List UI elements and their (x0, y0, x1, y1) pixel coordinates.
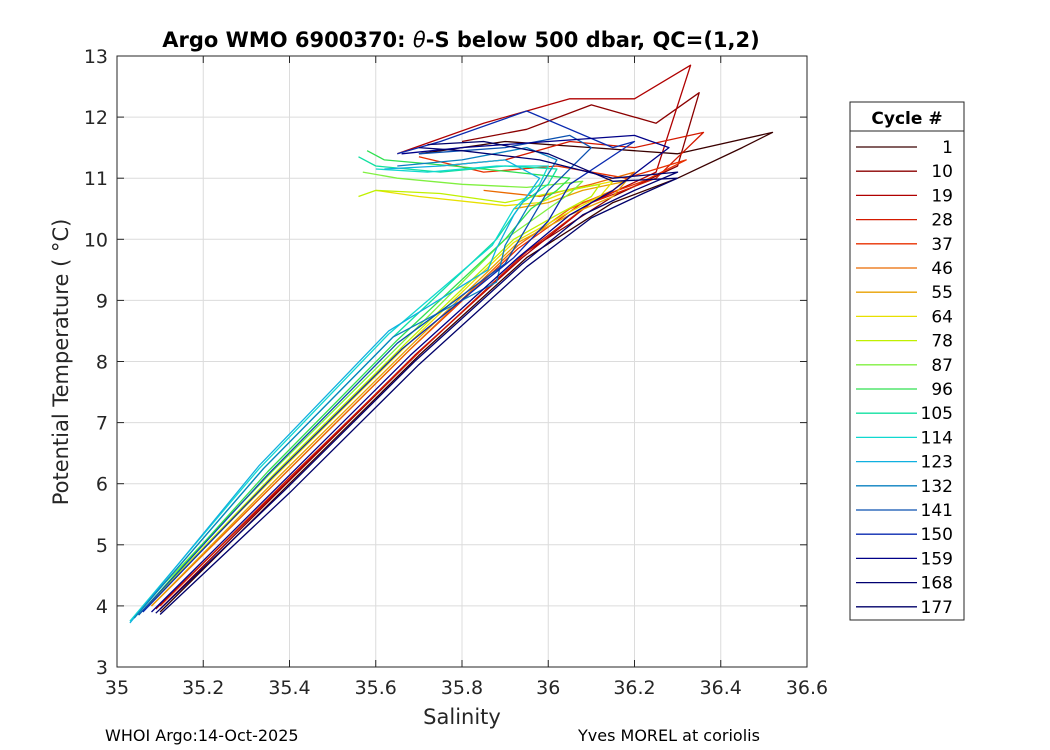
series-line-10 (142, 171, 584, 607)
legend-label: 168 (921, 574, 953, 594)
legend-entry: 177 (856, 598, 953, 618)
y-tick-label: 13 (84, 46, 108, 68)
legend-label: 1 (942, 138, 953, 158)
legend-label: 114 (921, 428, 953, 448)
legend-label: 19 (931, 186, 953, 206)
series-line-18 (151, 134, 670, 613)
series-line-8 (146, 180, 614, 607)
legend-entry: 150 (856, 525, 953, 545)
legend-label: 96 (931, 380, 953, 400)
series-layer (129, 64, 774, 624)
legend-label: 159 (921, 549, 953, 569)
legend-label: 64 (931, 307, 953, 327)
x-tick-label: 35.2 (182, 677, 224, 699)
y-tick-label: 11 (84, 168, 108, 190)
chart-title: Argo WMO 6900370: θ-S below 500 dbar, QC… (162, 28, 759, 52)
x-tick-label: 35.6 (355, 677, 397, 699)
y-tick-label: 7 (96, 413, 108, 435)
legend-label: 46 (931, 259, 953, 279)
x-tick-label: 36.6 (786, 677, 828, 699)
legend-entry: 114 (856, 428, 953, 448)
y-tick-label: 4 (96, 596, 108, 618)
y-axis-label: Potential Temperature ( °C) (49, 219, 73, 506)
y-tick-label: 5 (96, 535, 108, 557)
series-line-15 (133, 146, 558, 619)
footer-left: WHOI Argo:14-Oct-2025 (105, 726, 299, 745)
legend-entry: 87 (856, 356, 953, 376)
series-line-20 (159, 140, 679, 615)
legend-label: 177 (921, 598, 953, 618)
legend-label: 141 (921, 501, 953, 521)
series-line-14 (129, 159, 541, 624)
legend-title: Cycle # (871, 109, 942, 129)
chart-title-suffix: -S below 500 dbar, QC=(1,2) (426, 28, 760, 52)
legend-label: 78 (931, 332, 953, 352)
series-line-4 (159, 131, 705, 607)
chart-title-theta: θ (413, 28, 426, 52)
legend-entry: 19 (856, 186, 953, 206)
y-tick-label: 3 (96, 657, 108, 679)
series-line-9 (146, 183, 601, 607)
x-tick-label: 35.4 (268, 677, 310, 699)
legend-label: 28 (931, 211, 953, 231)
legend-entry: 78 (856, 332, 953, 352)
legend-entry: 168 (856, 574, 953, 594)
legend-entry: 46 (856, 259, 953, 279)
legend-entry: 64 (856, 307, 953, 327)
legend-entry: 37 (856, 235, 953, 255)
series-line-2 (159, 92, 700, 610)
series-line-16 (138, 134, 593, 616)
x-tick-label: 36.2 (613, 677, 655, 699)
legend-entry: 141 (856, 501, 953, 521)
legend: Cycle # 1 10 19 28 37 46 55 64 78 87 96 105 114 123 13… (849, 101, 965, 621)
legend-entry: 159 (856, 549, 953, 569)
legend-entry: 132 (856, 477, 953, 497)
series-line-1 (159, 131, 774, 613)
footer-right: Yves MOREL at coriolis (578, 726, 760, 745)
y-tick-label: 6 (96, 474, 108, 496)
legend-label: 37 (931, 235, 953, 255)
legend-entry: 1 (856, 138, 953, 158)
legend-entry: 96 (856, 380, 953, 400)
legend-label: 132 (921, 477, 953, 497)
series-line-17 (142, 110, 636, 613)
chart-title-prefix: Argo WMO 6900370: (162, 28, 413, 52)
legend-entry: 10 (856, 162, 953, 182)
series-line-19 (155, 146, 679, 614)
legend-label: 10 (931, 162, 953, 182)
axis-ticks: 35 35.2 35.4 35.6 35.8 36 36.2 36.4 36.6 3 4 5 6 7 8 9 1… (84, 46, 828, 699)
legend-label: 105 (921, 404, 953, 424)
legend-label: 87 (931, 356, 953, 376)
legend-entry: 55 (856, 283, 953, 303)
legend-entry: 105 (856, 404, 953, 424)
x-tick-label: 35.8 (441, 677, 483, 699)
x-tick-label: 36 (536, 677, 560, 699)
legend-entry: 28 (856, 211, 953, 231)
legend-label: 150 (921, 525, 953, 545)
legend-entry: 123 (856, 453, 953, 473)
legend-label: 55 (931, 283, 953, 303)
x-tick-label: 36.4 (700, 677, 742, 699)
y-tick-label: 10 (84, 229, 108, 251)
series-line-11 (138, 150, 571, 616)
y-tick-label: 9 (96, 290, 108, 312)
legend-label: 123 (921, 453, 953, 473)
x-tick-label: 35 (105, 677, 129, 699)
y-tick-label: 12 (84, 107, 108, 129)
y-tick-label: 8 (96, 352, 108, 374)
x-axis-label: Salinity (423, 705, 501, 729)
legend-entries: 1 10 19 28 37 46 55 64 78 87 96 105 114 123 132 141 150 1… (856, 138, 953, 618)
